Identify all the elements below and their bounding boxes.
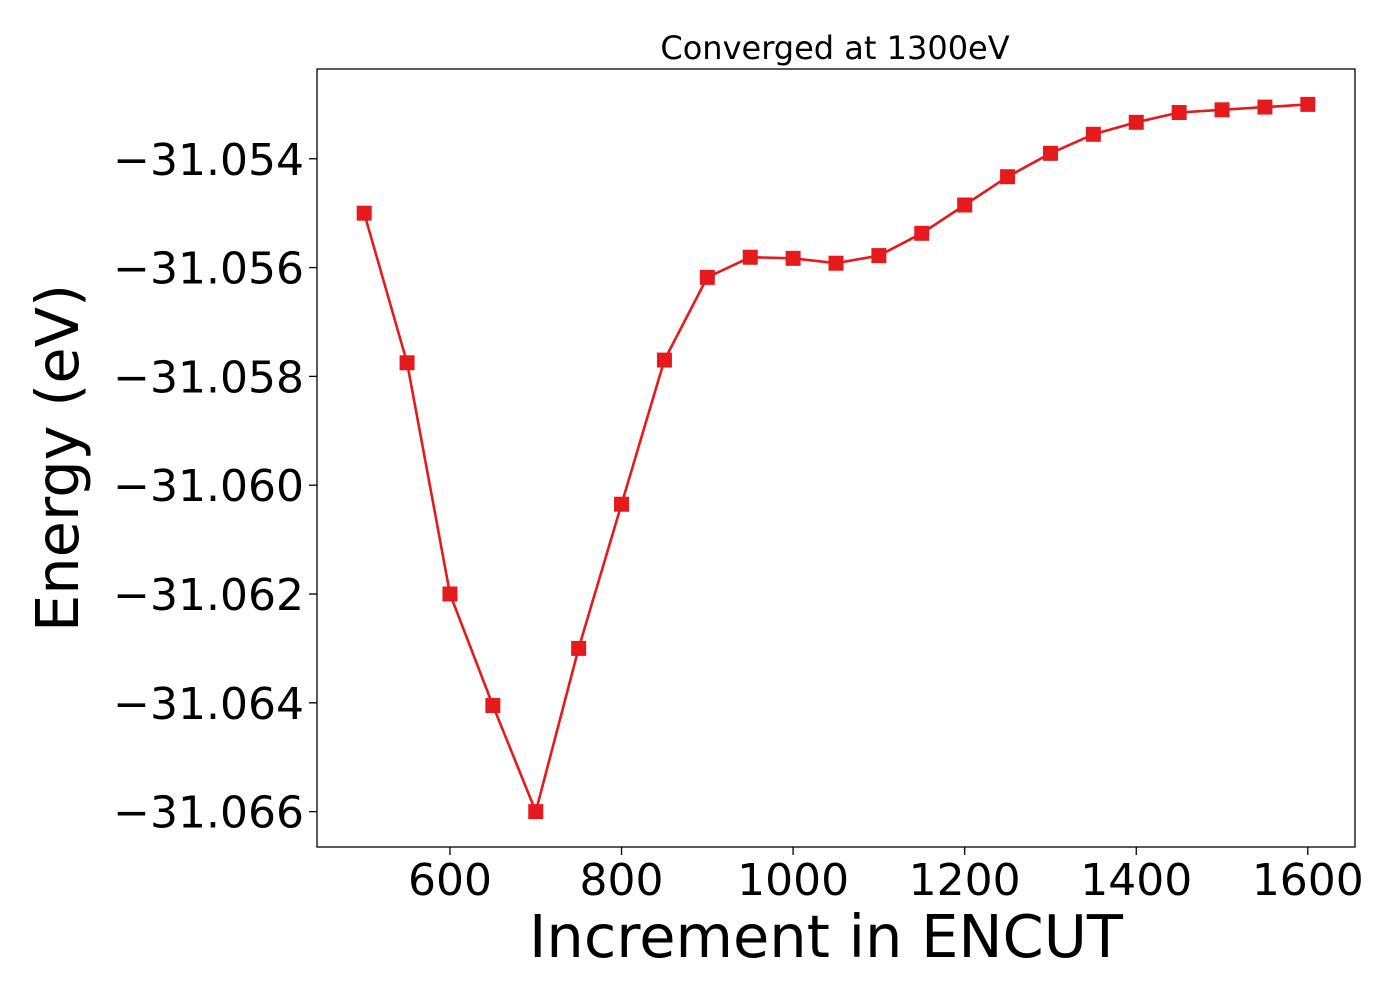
data-point-marker xyxy=(1128,114,1144,130)
data-point-marker xyxy=(571,640,587,656)
x-tick-label: 1400 xyxy=(1080,855,1192,906)
series-layer xyxy=(356,96,1316,820)
series-line xyxy=(362,103,1308,813)
data-point-marker xyxy=(914,225,930,241)
y-axis-ticks: −31.054 −31.056 −31.058 −31.060 −31.062 −31.0… xyxy=(113,135,317,839)
data-point-marker xyxy=(399,355,415,371)
data-point-marker xyxy=(1085,126,1101,142)
y-tick-label: −31.062 xyxy=(113,570,304,621)
data-point-marker xyxy=(1257,99,1273,115)
x-axis-ticks: 600 800 1000 1200 1400 1600 xyxy=(408,847,1364,906)
data-point-marker xyxy=(828,255,844,271)
x-tick-label: 1000 xyxy=(737,855,849,906)
y-tick-label: −31.066 xyxy=(113,788,304,839)
data-point-marker xyxy=(1042,145,1058,161)
data-point-marker xyxy=(699,269,715,285)
data-point-marker xyxy=(656,352,672,368)
y-tick-label: −31.054 xyxy=(113,135,304,186)
y-tick-label: −31.056 xyxy=(113,244,304,295)
data-point-marker xyxy=(528,804,544,820)
data-point-marker xyxy=(1171,105,1187,121)
chart-title: Converged at 1300eV xyxy=(660,29,1009,67)
x-tick-label: 1200 xyxy=(909,855,1021,906)
data-point-marker xyxy=(1300,96,1316,112)
x-tick-label: 1600 xyxy=(1252,855,1364,906)
x-tick-label: 600 xyxy=(408,855,492,906)
data-point-marker xyxy=(1000,169,1016,185)
data-point-marker xyxy=(485,698,501,714)
data-point-marker xyxy=(614,496,630,512)
data-point-marker xyxy=(442,586,458,602)
data-point-marker xyxy=(742,249,758,265)
y-tick-label: −31.064 xyxy=(113,679,304,730)
data-point-marker xyxy=(871,248,887,264)
y-tick-label: −31.060 xyxy=(113,461,304,512)
data-point-marker xyxy=(785,250,801,266)
data-point-marker xyxy=(957,197,973,213)
x-axis-label: Increment in ENCUT xyxy=(529,902,1124,971)
data-point-marker xyxy=(1214,102,1230,118)
y-axis-label: Energy (eV) xyxy=(23,284,92,632)
plot-area-frame xyxy=(316,68,1356,848)
data-point-marker xyxy=(356,205,372,221)
x-tick-label: 800 xyxy=(580,855,664,906)
y-tick-label: −31.058 xyxy=(113,352,304,403)
